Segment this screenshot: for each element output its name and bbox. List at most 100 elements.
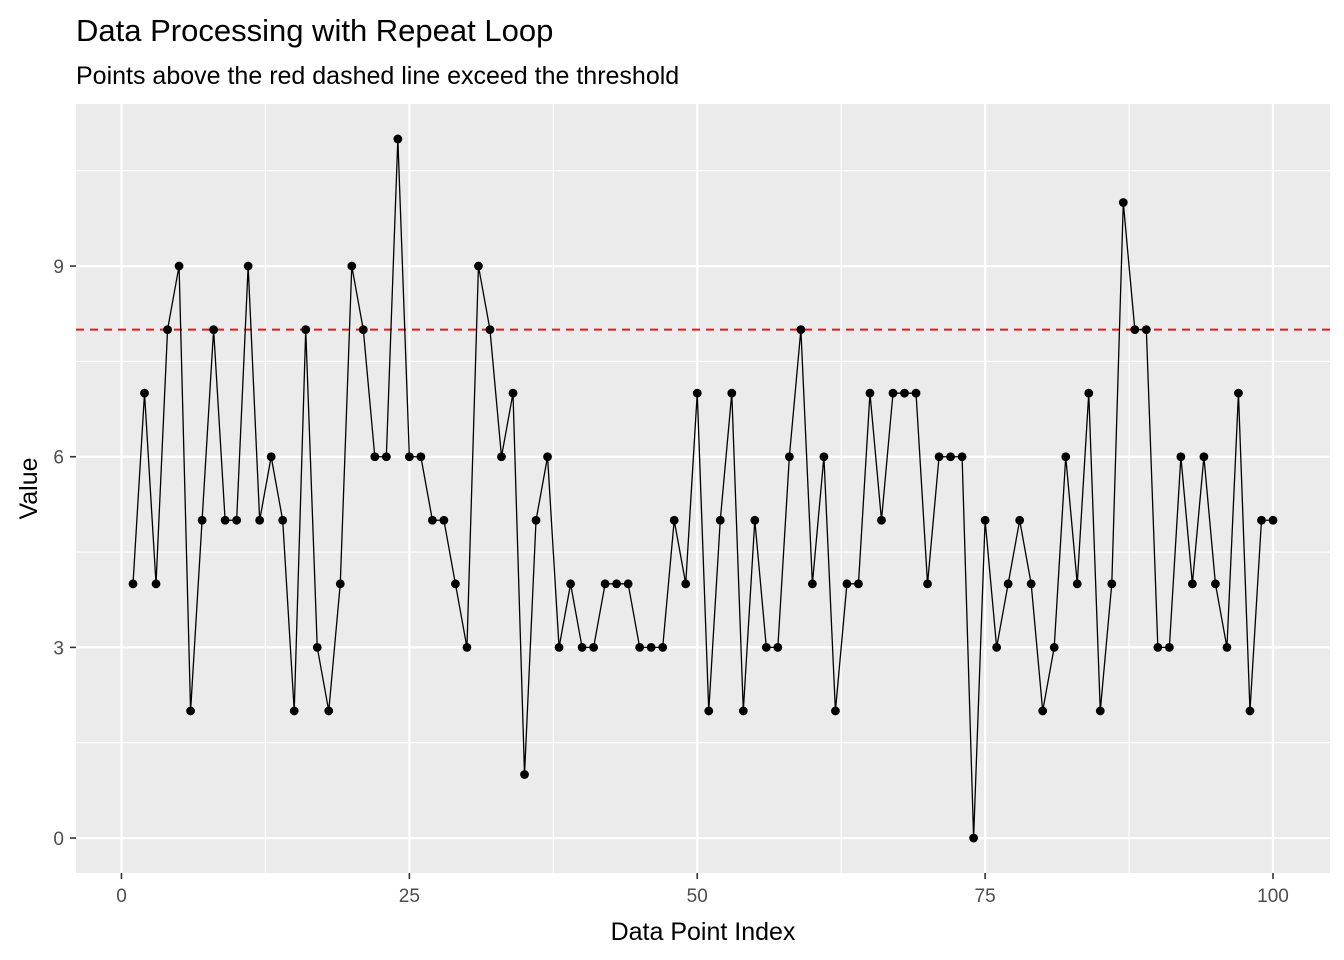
data-point bbox=[140, 388, 149, 398]
data-point bbox=[324, 706, 334, 716]
data-point bbox=[1257, 515, 1266, 525]
data-point bbox=[1268, 515, 1278, 525]
data-point bbox=[946, 452, 955, 462]
data-point bbox=[1164, 642, 1174, 652]
data-point bbox=[623, 579, 633, 589]
data-point bbox=[163, 325, 172, 335]
y-tick-label: 0 bbox=[53, 829, 64, 850]
data-point bbox=[1061, 452, 1071, 462]
data-point bbox=[416, 452, 426, 462]
data-point bbox=[1118, 198, 1128, 207]
data-point bbox=[646, 642, 656, 652]
x-tick-label: 100 bbox=[1257, 886, 1289, 907]
data-point bbox=[992, 642, 1002, 652]
data-point bbox=[497, 452, 506, 462]
data-point bbox=[554, 642, 564, 652]
data-point bbox=[1026, 579, 1036, 589]
data-point bbox=[1199, 452, 1209, 462]
data-point bbox=[451, 579, 460, 589]
data-point bbox=[750, 515, 760, 525]
data-point bbox=[427, 515, 437, 525]
data-point bbox=[1141, 325, 1151, 335]
data-point bbox=[704, 706, 714, 716]
x-axis: 0 25 50 75 100 bbox=[116, 873, 1289, 907]
x-axis-title: Data Point Index bbox=[611, 918, 796, 946]
data-point bbox=[543, 452, 552, 462]
data-point bbox=[243, 261, 253, 271]
data-point bbox=[669, 515, 679, 525]
data-point bbox=[151, 579, 161, 589]
data-point bbox=[612, 579, 622, 589]
data-point bbox=[1072, 579, 1082, 589]
data-point bbox=[738, 706, 748, 716]
data-point bbox=[1153, 642, 1163, 652]
data-point bbox=[232, 515, 242, 525]
data-point bbox=[681, 579, 691, 589]
data-point bbox=[1049, 642, 1059, 652]
x-tick-label: 0 bbox=[116, 886, 127, 907]
data-point bbox=[796, 325, 806, 335]
data-points bbox=[128, 134, 1278, 843]
y-axis: 0 3 6 9 bbox=[53, 257, 76, 850]
data-point bbox=[266, 452, 276, 462]
data-point bbox=[255, 515, 265, 525]
data-point bbox=[347, 261, 357, 271]
data-point bbox=[220, 515, 230, 525]
data-point bbox=[358, 325, 368, 335]
data-point bbox=[186, 706, 195, 716]
data-point bbox=[865, 388, 875, 398]
data-point bbox=[312, 642, 322, 652]
data-point bbox=[1095, 706, 1105, 716]
data-point bbox=[761, 642, 771, 652]
data-point bbox=[1084, 388, 1094, 398]
data-point bbox=[485, 325, 495, 335]
data-point bbox=[577, 642, 587, 652]
data-point bbox=[197, 515, 207, 525]
data-point bbox=[404, 452, 414, 462]
data-point bbox=[957, 452, 967, 462]
data-point bbox=[278, 515, 288, 525]
data-point bbox=[1234, 388, 1243, 398]
data-point bbox=[520, 770, 529, 779]
data-point bbox=[589, 642, 599, 652]
data-point bbox=[1187, 579, 1197, 589]
data-point bbox=[1176, 452, 1186, 462]
data-point bbox=[819, 452, 829, 462]
data-point bbox=[900, 388, 909, 398]
data-point bbox=[439, 515, 449, 525]
plot-panel bbox=[76, 104, 1330, 873]
data-point bbox=[370, 452, 380, 462]
y-tick-label: 6 bbox=[53, 448, 64, 469]
data-point bbox=[635, 642, 645, 652]
data-point bbox=[508, 388, 518, 398]
data-point bbox=[1003, 579, 1013, 589]
data-point bbox=[209, 325, 219, 335]
y-axis-title: Value bbox=[15, 457, 43, 519]
data-point bbox=[692, 388, 702, 398]
data-point bbox=[462, 642, 472, 652]
data-point bbox=[174, 261, 184, 271]
chart-subtitle: Points above the red dashed line exceed … bbox=[76, 62, 679, 90]
x-tick-label: 75 bbox=[975, 886, 996, 907]
data-point bbox=[335, 579, 345, 589]
data-point bbox=[289, 706, 299, 716]
data-point bbox=[474, 261, 483, 271]
data-point bbox=[911, 388, 921, 398]
data-point bbox=[784, 452, 794, 462]
data-point bbox=[658, 642, 668, 652]
data-point bbox=[877, 515, 886, 525]
data-point bbox=[566, 579, 575, 589]
data-point bbox=[888, 388, 898, 398]
data-point bbox=[600, 579, 610, 589]
data-point bbox=[1222, 642, 1232, 652]
data-point bbox=[807, 579, 817, 589]
data-point bbox=[727, 388, 737, 398]
data-point bbox=[301, 325, 311, 335]
data-point bbox=[1130, 325, 1140, 335]
data-point bbox=[923, 579, 932, 589]
series-line bbox=[132, 138, 1273, 839]
data-point bbox=[128, 579, 138, 589]
data-point bbox=[393, 134, 403, 144]
